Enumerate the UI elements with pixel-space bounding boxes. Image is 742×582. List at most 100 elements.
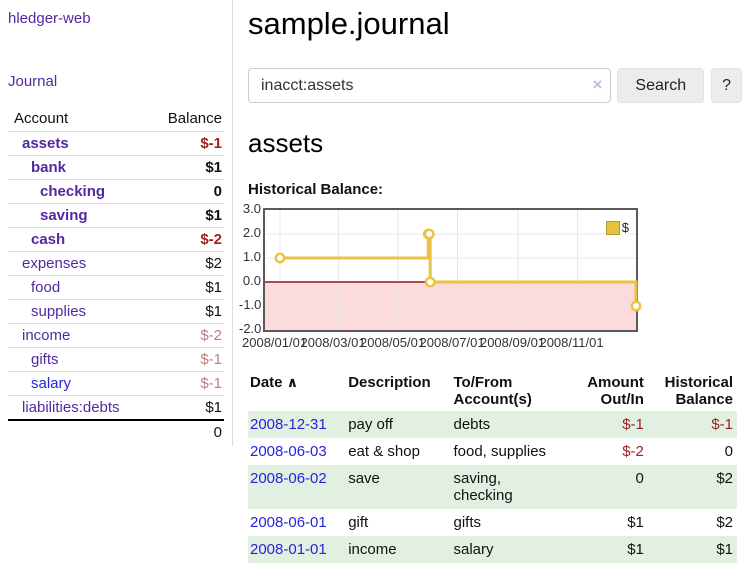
account-link-supplies[interactable]: supplies — [31, 303, 87, 320]
account-balance: $-2 — [147, 323, 224, 348]
account-row: liabilities:debts $1 — [8, 395, 224, 420]
transaction-accounts: gifts — [453, 514, 481, 531]
account-row: expenses $2 — [8, 251, 224, 276]
transaction-date-link[interactable]: 2008-01-01 — [250, 541, 327, 558]
transaction-description: income — [348, 541, 397, 558]
help-button[interactable]: ? — [711, 68, 742, 103]
transaction-amount: 0 — [635, 470, 644, 487]
account-link-liabilities-debts[interactable]: liabilities:debts — [22, 399, 120, 416]
account-row: checking 0 — [8, 179, 224, 204]
transaction-date-link[interactable]: 2008-12-31 — [250, 416, 327, 433]
sidebar-item-journal[interactable]: Journal — [8, 73, 58, 90]
accounts-header-balance: Balance — [167, 110, 222, 127]
register-row[interactable]: 2008-12-31 pay off debts $-1 $-1 — [248, 411, 737, 438]
account-link-food[interactable]: food — [31, 279, 61, 296]
app-title-link[interactable]: hledger-web — [8, 10, 91, 27]
sidebar: hledger-web Journal Account Balance asse… — [0, 0, 233, 446]
chart-heading: Historical Balance: — [248, 181, 384, 198]
y-axis-tick-label: 3.0 — [242, 201, 261, 216]
register-header-description: Description — [348, 374, 431, 391]
account-balance: $-2 — [147, 227, 224, 252]
account-balance: $2 — [147, 251, 224, 276]
search-input[interactable] — [248, 68, 612, 103]
search-button[interactable]: Search — [617, 68, 705, 103]
register-row[interactable]: 2008-01-01 income salary $1 $1 — [248, 536, 737, 563]
transaction-description: pay off — [348, 416, 393, 433]
x-axis-tick-label: 2008/11/01 — [539, 335, 604, 350]
transaction-balance: $2 — [716, 514, 733, 531]
account-balance: $-1 — [147, 347, 224, 372]
transaction-description: save — [348, 470, 380, 487]
account-row: food $1 — [8, 275, 224, 300]
search-form: × Search ? — [248, 68, 742, 103]
x-axis-tick-label: 2008/07/01 — [419, 335, 485, 350]
transaction-description: gift — [348, 514, 369, 531]
x-axis-tick-label: 2008/05/01 — [360, 335, 426, 350]
transaction-date-link[interactable]: 2008-06-02 — [250, 470, 327, 487]
account-link-salary[interactable]: salary — [31, 375, 72, 392]
accounts-total-row: 0 — [8, 419, 224, 444]
legend-swatch-icon — [605, 220, 620, 235]
account-balance: $1 — [147, 299, 224, 324]
transaction-balance: $1 — [716, 541, 733, 558]
account-balance: $1 — [147, 275, 224, 300]
account-link-bank[interactable]: bank — [31, 159, 67, 176]
register-header-accounts: To/From Account(s) — [453, 374, 532, 408]
account-row: salary $-1 — [8, 371, 224, 396]
transaction-description: eat & shop — [348, 443, 420, 460]
account-link-income[interactable]: income — [22, 327, 71, 344]
account-row: bank $1 — [8, 155, 224, 180]
chart-plot-area: $ — [263, 208, 642, 332]
transaction-balance: 0 — [724, 443, 733, 460]
account-link-cash[interactable]: cash — [31, 231, 66, 248]
x-axis-tick-label: 2008/03/01 — [300, 335, 366, 350]
transaction-amount: $-1 — [622, 416, 644, 433]
account-row: income $-2 — [8, 323, 224, 348]
transaction-balance: $2 — [716, 470, 733, 487]
transaction-accounts: debts — [453, 416, 491, 433]
main-panel: sample.journal × Search ? assets Histori… — [239, 0, 742, 563]
account-balance: $-1 — [147, 131, 224, 156]
account-row: cash $-2 — [8, 227, 224, 252]
transaction-amount: $1 — [627, 514, 644, 531]
transaction-amount: $1 — [627, 541, 644, 558]
y-axis-tick-label: 2.0 — [242, 225, 261, 240]
clear-search-icon[interactable]: × — [592, 75, 603, 94]
accounts-total-value: 0 — [147, 419, 224, 444]
register-row[interactable]: 2008-06-01 gift gifts $1 $2 — [248, 509, 737, 536]
y-axis-tick-label: -1.0 — [239, 297, 262, 312]
transaction-date-link[interactable]: 2008-06-03 — [250, 443, 327, 460]
y-axis-tick-label: 1.0 — [242, 249, 261, 264]
sort-ascending-icon: ∧ — [286, 374, 299, 390]
account-row: assets $-1 — [8, 131, 224, 156]
page-title: sample.journal — [248, 6, 450, 41]
register-row[interactable]: 2008-06-02 save saving, checking 0 $2 — [248, 465, 737, 509]
account-link-gifts[interactable]: gifts — [31, 351, 59, 368]
account-balance: $1 — [147, 395, 224, 420]
transaction-accounts: saving, checking — [453, 470, 513, 504]
accounts-table: Account Balance assets $-1 bank $1 checking 0… — [8, 106, 224, 444]
account-balance: $1 — [147, 155, 224, 180]
accounts-header-account: Account — [14, 110, 69, 127]
account-row: saving $1 — [8, 203, 224, 228]
chart-canvas — [265, 210, 642, 330]
account-link-checking[interactable]: checking — [40, 183, 106, 200]
transaction-accounts: food, supplies — [453, 443, 547, 460]
register-table: Date ∧ Description To/From Account(s) Am… — [248, 371, 737, 563]
register-row[interactable]: 2008-06-03 eat & shop food, supplies $-2 0 — [248, 438, 737, 465]
account-balance: $1 — [147, 203, 224, 228]
y-axis-tick-label: 0.0 — [242, 273, 261, 288]
historical-balance-chart: 3.0 2.0 1.0 0.0 -1.0 -2.0 $ 2008/01/01 2008/03… — [239, 202, 651, 354]
account-row: supplies $1 — [8, 299, 224, 324]
register-header-date[interactable]: Date ∧ — [250, 374, 299, 391]
account-link-expenses[interactable]: expenses — [22, 255, 87, 272]
register-header-balance: Historical Balance — [664, 374, 733, 408]
transaction-amount: $-2 — [622, 443, 644, 460]
account-link-assets[interactable]: assets — [22, 135, 69, 152]
x-axis-tick-label: 2008/01/01 — [242, 335, 308, 350]
transaction-date-link[interactable]: 2008-06-01 — [250, 514, 327, 531]
account-link-saving[interactable]: saving — [40, 207, 88, 224]
chart-legend: $ — [604, 219, 630, 236]
account-balance: $-1 — [147, 371, 224, 396]
y-axis-tick-label: -2.0 — [239, 321, 262, 336]
